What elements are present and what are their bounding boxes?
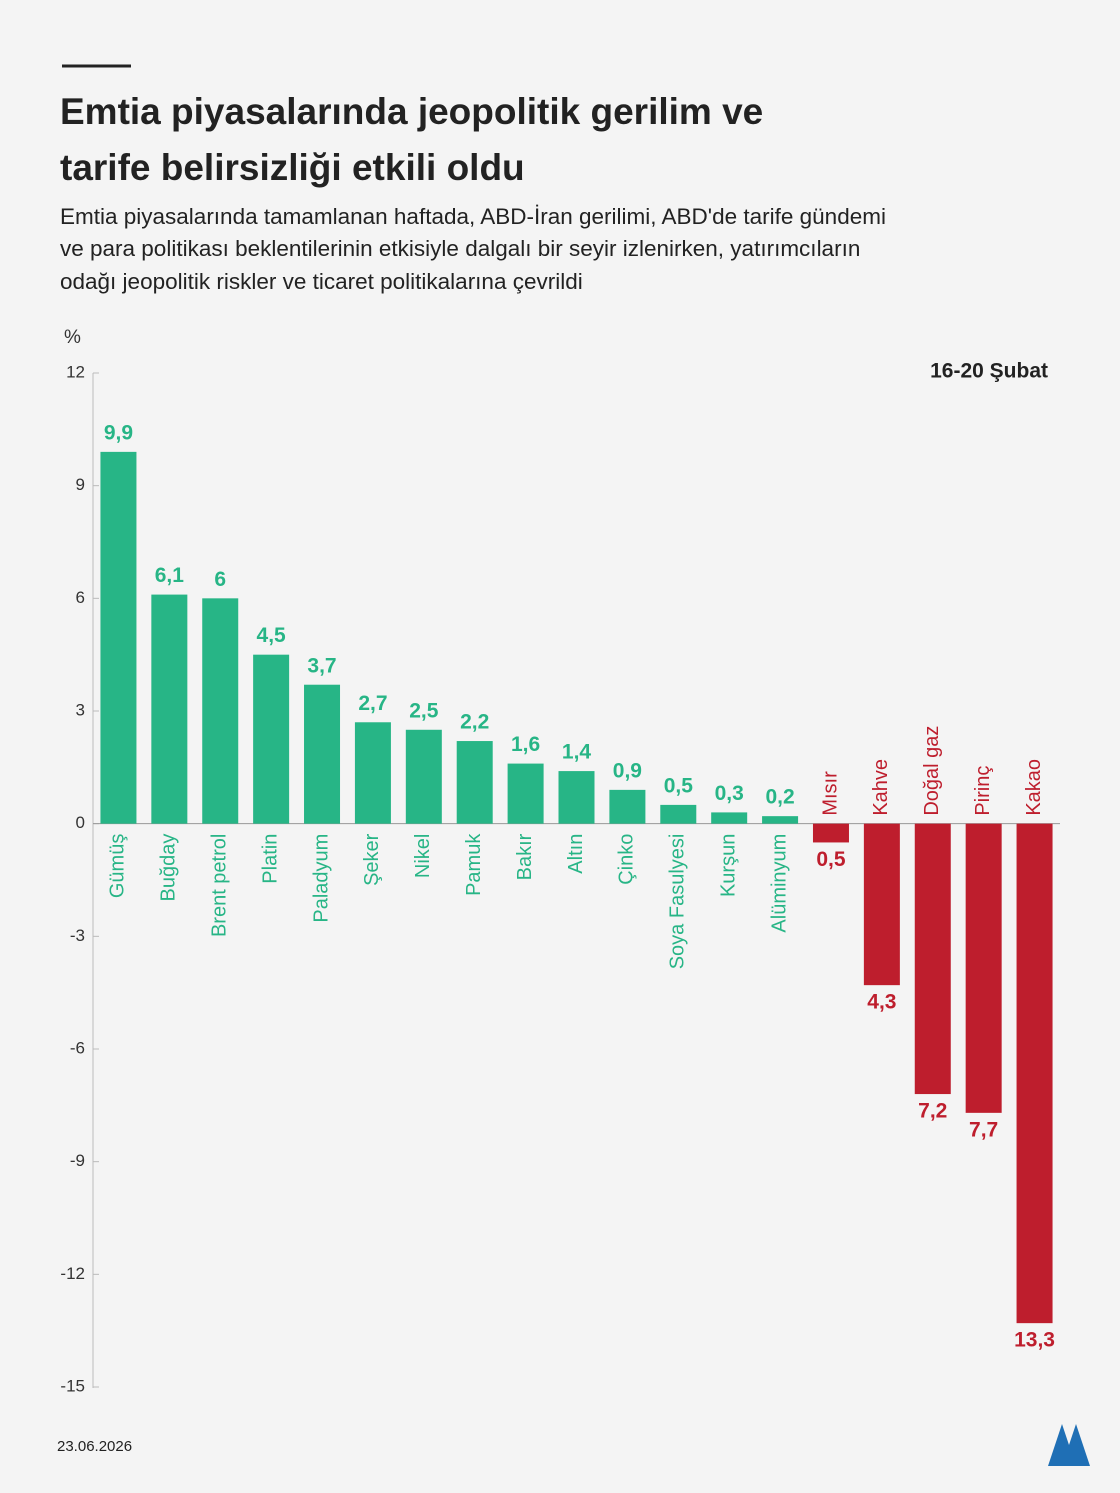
date-label: 23.06.2026	[57, 1438, 132, 1455]
bar	[1016, 823, 1053, 1324]
category-label: Çinko	[616, 834, 638, 885]
subtitle: ve para politikası beklentilerinin etkis…	[60, 236, 860, 261]
bar	[711, 812, 748, 824]
value-label: 2,7	[358, 692, 387, 715]
value-label: 1,4	[562, 741, 592, 764]
bar	[304, 684, 341, 824]
bar	[762, 816, 799, 824]
category-label: Kurşun	[717, 834, 739, 897]
subtitle: odağı jeopolitik riskler ve ticaret poli…	[60, 269, 583, 294]
bar	[253, 654, 290, 824]
category-label: Alüminyum	[768, 834, 790, 933]
category-label: Kahve	[870, 759, 892, 816]
category-label: Buğday	[158, 834, 180, 902]
value-label: 0,3	[715, 782, 744, 805]
logo	[1048, 1424, 1090, 1466]
bar	[507, 763, 544, 824]
value-label: 1,6	[511, 733, 540, 756]
bar	[660, 804, 697, 824]
category-label: Pirinç	[972, 766, 994, 816]
bar	[914, 823, 951, 1095]
value-label: 13,3	[1014, 1329, 1055, 1352]
category-label: Brent petrol	[209, 834, 231, 937]
subtitle: Emtia piyasalarında tamamlanan haftada, …	[60, 204, 886, 229]
y-tick-label: -6	[70, 1038, 85, 1057]
y-tick-label: 6	[76, 588, 85, 607]
period-label: 16-20 Şubat	[930, 360, 1048, 383]
category-label: Soya Fasulyesi	[667, 834, 689, 970]
value-label: 0,5	[664, 774, 694, 797]
bar	[965, 823, 1002, 1113]
bar	[609, 789, 646, 824]
value-label: 0,2	[765, 786, 794, 809]
chart-title: Emtia piyasalarında jeopolitik gerilim v…	[60, 91, 763, 132]
category-label: Şeker	[361, 833, 383, 886]
y-tick-label: -3	[70, 926, 85, 945]
value-label: 0,5	[816, 848, 846, 871]
chart-title: tarife belirsizliği etkili oldu	[60, 147, 525, 188]
category-label: Altın	[565, 834, 587, 874]
bar	[812, 823, 849, 843]
value-label: 9,9	[104, 421, 133, 444]
y-tick-label: 9	[76, 475, 85, 494]
y-tick-label: -12	[60, 1264, 85, 1283]
y-tick-label: 12	[66, 362, 85, 381]
category-label: Mısır	[819, 771, 841, 816]
y-axis-label: %	[64, 327, 81, 348]
bar	[456, 741, 493, 824]
category-label: Gümüş	[107, 834, 129, 898]
bar	[405, 729, 442, 824]
value-label: 0,9	[613, 759, 642, 782]
category-label: Pamuk	[463, 833, 485, 896]
value-label: 4,3	[867, 991, 896, 1014]
bar	[100, 451, 137, 824]
category-label: Bakır	[514, 833, 536, 880]
logo-shape	[1048, 1424, 1090, 1466]
bar	[863, 823, 900, 986]
bar	[151, 594, 188, 824]
bar	[202, 598, 239, 824]
y-tick-label: 0	[76, 813, 85, 832]
category-label: Nikel	[412, 834, 434, 878]
y-tick-label: -9	[70, 1151, 85, 1170]
value-label: 7,7	[969, 1118, 998, 1141]
bar	[354, 722, 391, 824]
category-label: Doğal gaz	[921, 726, 943, 816]
category-label: Paladyum	[310, 834, 332, 923]
value-label: 2,2	[460, 711, 489, 734]
category-label: Platin	[259, 834, 281, 884]
value-label: 4,5	[257, 624, 287, 647]
value-label: 7,2	[918, 1100, 947, 1123]
category-label: Kakao	[1023, 759, 1045, 816]
value-label: 6	[214, 568, 226, 591]
value-label: 3,7	[307, 654, 336, 677]
bar	[558, 771, 595, 824]
y-tick-label: -15	[60, 1376, 85, 1395]
value-label: 6,1	[155, 564, 185, 587]
value-label: 2,5	[409, 699, 439, 722]
y-tick-label: 3	[76, 700, 85, 719]
